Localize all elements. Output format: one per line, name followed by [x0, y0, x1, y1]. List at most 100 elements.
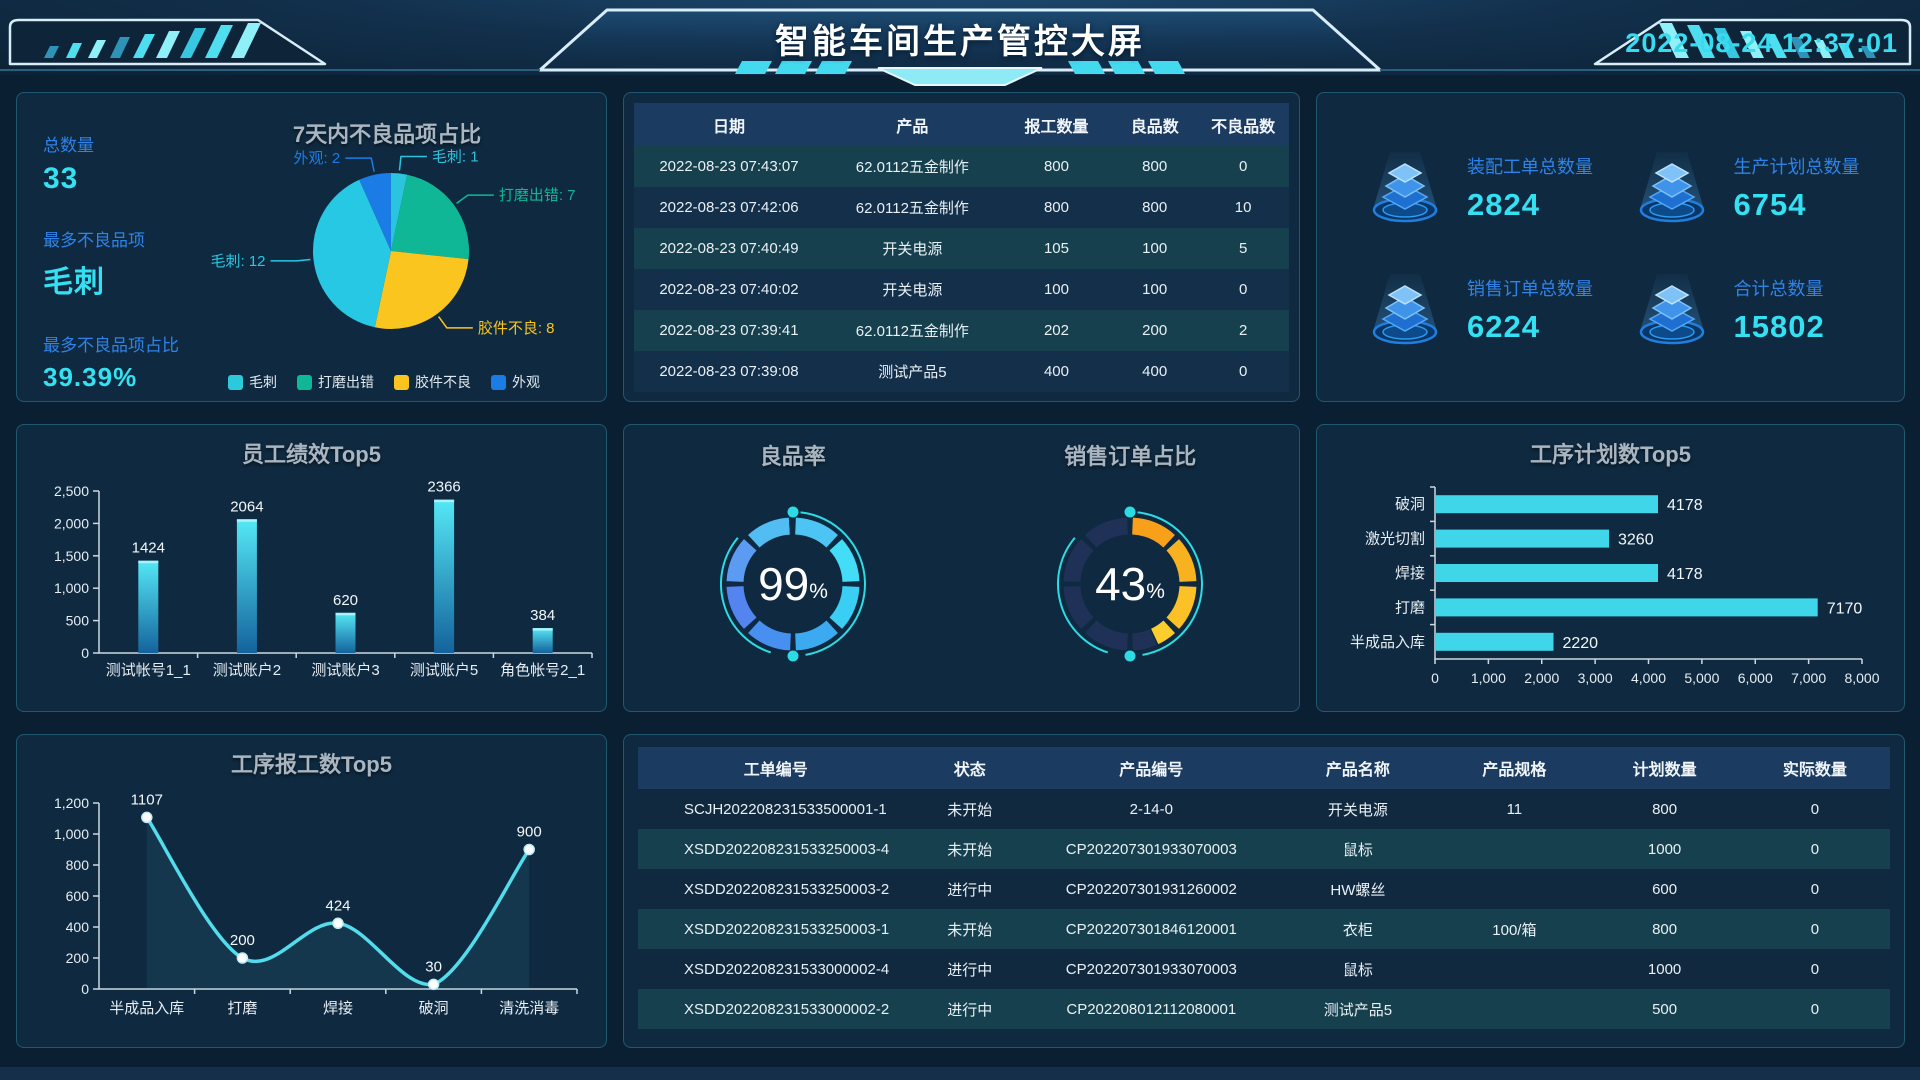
- table-cell: 800: [1043, 158, 1069, 175]
- svg-text:焊接: 焊接: [323, 1000, 353, 1017]
- stat-label: 最多不良品项: [43, 231, 145, 250]
- stat-total: 总数量 33: [43, 131, 191, 196]
- svg-text:毛刺: 1: 毛刺: 1: [432, 149, 479, 166]
- svg-text:测试帐号1_1: 测试帐号1_1: [106, 662, 191, 679]
- panel-staff-bar: 员工绩效Top5 0 500 1,000 1,500 2,000 2,500 1424 测试帐…: [16, 424, 607, 712]
- svg-text:破洞: 破洞: [1395, 496, 1425, 513]
- svg-text:打磨: 打磨: [227, 1000, 257, 1017]
- page-title: 智能车间生产管控大屏: [775, 23, 1145, 61]
- header: 智能车间生产管控大屏 2022-08-24 12:37:01: [0, 0, 1920, 86]
- table-cell: XSDD202208231533000002-4: [684, 960, 890, 978]
- table-cell: XSDD202208231533250003-2: [684, 880, 890, 898]
- table-row: XSDD202208231533000002-4 进行中 CP20220730193…: [638, 949, 1890, 989]
- table-cell: 2022-08-23 07:39:41: [659, 322, 799, 339]
- table-cell: 进行中: [947, 881, 993, 899]
- table-cell: 100: [1142, 240, 1168, 257]
- layers-icon: [1372, 152, 1438, 223]
- stat-top-defect-ratio: 最多不良品项占比 39.39%: [43, 331, 191, 393]
- footer-strip: [0, 1067, 1920, 1080]
- order-table: 工单编号 状态 产品编号 产品名称 产品规格 计划数量 实际数量 SCJH2022082315…: [638, 747, 1890, 1029]
- legend-swatch: [228, 374, 243, 390]
- table-cell: 100: [1142, 281, 1168, 298]
- panel-order-table: 工单编号 状态 产品编号 产品名称 产品规格 计划数量 实际数量 SCJH2022082315…: [623, 734, 1905, 1048]
- gauge-title-sales-ratio: 销售订单占比: [1064, 444, 1197, 469]
- table-cell: 800: [1652, 920, 1678, 938]
- stat-card-label: 合计总数量: [1733, 279, 1824, 299]
- table-cell: 62.0112五金制作: [855, 323, 969, 340]
- svg-text:1,200: 1,200: [54, 795, 89, 811]
- good-rate-gauge: 99%: [643, 466, 943, 707]
- pie-legend: 毛刺 打磨出错 胶件不良 外观: [169, 372, 599, 392]
- table-cell: 2: [1238, 322, 1248, 339]
- legend-swatch: [394, 374, 409, 390]
- svg-text:7170: 7170: [1827, 600, 1863, 617]
- table-cell: SCJH202208231533500001-1: [684, 800, 887, 818]
- svg-text:800: 800: [66, 857, 90, 873]
- panel-title: 工序计划数Top5: [1530, 442, 1691, 467]
- stat-card: 销售订单总数量 6224: [1361, 249, 1628, 371]
- svg-text:30: 30: [425, 958, 442, 975]
- table-cell: 0: [1810, 880, 1820, 898]
- svg-text:900: 900: [517, 824, 542, 841]
- stat-card-label: 销售订单总数量: [1467, 279, 1593, 299]
- layers-icon: [1372, 274, 1438, 345]
- svg-text:43%: 43%: [1095, 558, 1165, 610]
- svg-text:破洞: 破洞: [419, 1000, 449, 1017]
- panel-title: 工序报工数Top5: [231, 752, 392, 777]
- svg-text:外观: 2: 外观: 2: [294, 150, 341, 167]
- table-cell: 100: [1043, 281, 1069, 298]
- svg-text:4178: 4178: [1667, 497, 1703, 514]
- stat-card-label: 生产计划总数量: [1733, 157, 1860, 177]
- svg-text:打磨出错: 7: 打磨出错: 7: [499, 187, 576, 204]
- panel-title: 员工绩效Top5: [242, 442, 381, 467]
- table-cell: 202: [1043, 322, 1069, 339]
- staff-bar-chart: 0 500 1,000 1,500 2,000 2,500 1424 测试帐号1_1 2064 测…: [17, 469, 606, 711]
- table-cell: XSDD202208231533000002-2: [684, 1000, 890, 1018]
- stat-card-value: 6754: [1733, 187, 1807, 222]
- table-cell: CP202207301933070003: [1065, 960, 1237, 978]
- table-cell: 2022-08-23 07:40:49: [659, 240, 799, 257]
- defect-stats: 总数量 33 最多不良品项 毛刺 最多不良品项占比 39.39%: [43, 131, 191, 393]
- legend-item: 胶件不良: [394, 372, 471, 392]
- svg-text:1,000: 1,000: [1471, 670, 1506, 686]
- svg-text:1107: 1107: [131, 791, 163, 808]
- stat-label: 总数量: [43, 136, 94, 155]
- stat-card: 装配工单总数量 2824: [1361, 127, 1628, 249]
- table-row: XSDD202208231533250003-1 未开始 CP20220730184…: [638, 909, 1890, 949]
- column-header: 不良品数: [1197, 103, 1289, 146]
- table-cell: CP202207301933070003: [1065, 840, 1237, 858]
- legend-swatch: [297, 374, 312, 390]
- stat-top-defect: 最多不良品项 毛刺: [43, 226, 191, 301]
- svg-text:打磨: 打磨: [1395, 599, 1425, 616]
- stat-card: 生产计划总数量 6754: [1628, 127, 1895, 249]
- svg-text:4178: 4178: [1667, 566, 1703, 583]
- column-header: 日期: [634, 103, 824, 146]
- svg-text:清洗消毒: 清洗消毒: [499, 1000, 559, 1017]
- table-cell: 400: [1043, 363, 1069, 380]
- table-row: XSDD202208231533250003-2 进行中 CP20220730193…: [638, 869, 1890, 909]
- column-header: 产品规格: [1439, 747, 1590, 789]
- svg-text:200: 200: [230, 932, 255, 949]
- svg-text:7,000: 7,000: [1791, 670, 1826, 686]
- dashboard-grid: 7天内不良品项占比 总数量 33 最多不良品项 毛刺 最多不良品项占比 39.3…: [0, 75, 1920, 1048]
- column-header: 良品数: [1112, 103, 1198, 146]
- svg-text:600: 600: [66, 888, 90, 904]
- legend-label: 外观: [512, 374, 540, 390]
- table-cell: 200: [1142, 322, 1168, 339]
- table-cell: 2022-08-23 07:39:08: [659, 363, 799, 380]
- svg-text:2366: 2366: [427, 479, 460, 496]
- table-cell: 62.0112五金制作: [855, 200, 969, 217]
- svg-text:1,000: 1,000: [54, 580, 89, 596]
- legend-label: 胶件不良: [415, 374, 471, 390]
- svg-text:焊接: 焊接: [1395, 565, 1425, 582]
- stat-card: 合计总数量 15802: [1628, 249, 1895, 371]
- table-cell: 开关电源: [882, 282, 943, 299]
- svg-text:激光切割: 激光切割: [1365, 531, 1425, 548]
- svg-text:4,000: 4,000: [1631, 670, 1666, 686]
- panel-title: 7天内不良品项占比: [292, 122, 482, 147]
- legend-swatch: [491, 374, 506, 390]
- table-cell: 衣柜: [1342, 921, 1373, 939]
- stat-value: 毛刺: [43, 266, 105, 299]
- stat-card-value: 2824: [1467, 187, 1540, 222]
- table-cell: [1439, 829, 1589, 869]
